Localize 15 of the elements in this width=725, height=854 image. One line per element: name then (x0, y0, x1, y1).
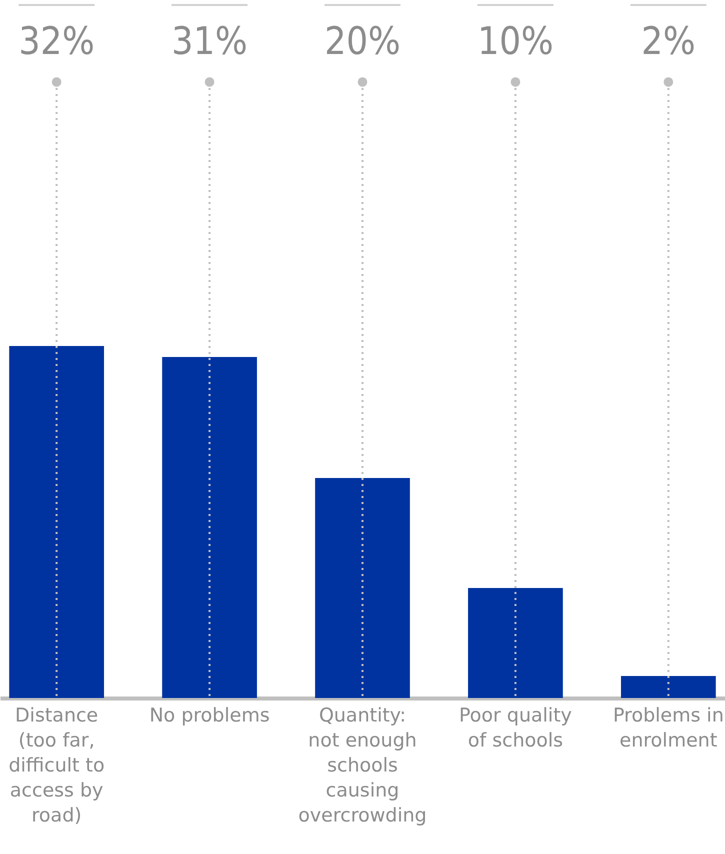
x-tick-label: Distance (too far, difficult to access by road) (8, 704, 105, 826)
data-label: 2% (641, 19, 696, 63)
data-label: 32% (18, 19, 95, 63)
x-tick-label: Problems in enrolment (612, 704, 724, 752)
bar (315, 478, 410, 698)
data-label: 20% (324, 19, 400, 63)
data-label: 10% (477, 19, 554, 63)
data-label: 31% (172, 19, 248, 63)
bar (162, 357, 257, 698)
x-tick-label: Quantity: not enough schools causing overcrowding (298, 704, 427, 826)
bar (9, 346, 104, 698)
x-tick-label: Poor quality of schools (459, 704, 572, 752)
bar (620, 676, 716, 698)
x-tick-label: No problems (149, 704, 270, 726)
bar (468, 588, 563, 698)
